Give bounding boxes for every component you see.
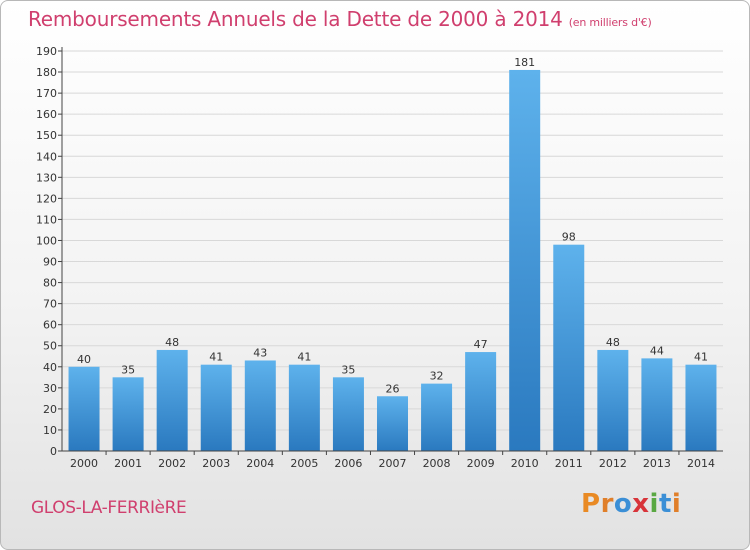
x-axis-ticks: 2000 2001 2002 2003 2004 2005 2006 2007 2008 2009… <box>70 451 715 470</box>
bar <box>112 377 144 451</box>
bar <box>156 349 188 451</box>
data-label: 41 <box>297 351 311 364</box>
x-tick-label: 2000 <box>70 457 98 470</box>
x-tick-label: 2009 <box>467 457 495 470</box>
y-tick-label: 20 <box>43 403 57 416</box>
data-label: 35 <box>121 363 135 376</box>
data-label: 35 <box>341 363 355 376</box>
bars <box>68 69 717 452</box>
logo-letter: i <box>671 489 682 519</box>
data-label: 48 <box>165 336 179 349</box>
y-tick-label: 180 <box>36 66 57 79</box>
data-label: 48 <box>606 336 620 349</box>
bar <box>244 360 276 451</box>
x-tick-label: 2012 <box>599 457 627 470</box>
x-tick-label: 2010 <box>511 457 539 470</box>
bar <box>509 69 541 452</box>
y-tick-label: 50 <box>43 340 57 353</box>
x-tick-label: 2013 <box>643 457 671 470</box>
y-tick-label: 160 <box>36 108 57 121</box>
proxiti-logo: Proxiti <box>581 489 681 519</box>
x-tick-label: 2005 <box>290 457 318 470</box>
y-tick-label: 100 <box>36 234 57 247</box>
y-tick-label: 30 <box>43 382 57 395</box>
x-tick-label: 2014 <box>687 457 715 470</box>
bar <box>465 352 497 451</box>
logo-letter: r <box>600 489 614 519</box>
data-label: 43 <box>253 346 267 359</box>
logo-letter: t <box>658 489 672 519</box>
logo-letter: P <box>581 489 601 519</box>
x-tick-label: 2001 <box>114 457 142 470</box>
x-tick-label: 2004 <box>246 457 274 470</box>
bar <box>288 364 320 451</box>
y-tick-label: 190 <box>36 45 57 58</box>
x-tick-label: 2008 <box>423 457 451 470</box>
bar <box>597 349 629 451</box>
x-tick-label: 2003 <box>202 457 230 470</box>
chart-title: Remboursements Annuels de la Dette de 20… <box>28 7 652 31</box>
bar <box>200 364 232 451</box>
y-tick-label: 150 <box>36 129 57 142</box>
y-tick-label: 70 <box>43 298 57 311</box>
bar <box>421 383 453 451</box>
x-tick-label: 2002 <box>158 457 186 470</box>
y-axis-ticks: 0 10 20 30 40 50 60 70 80 90 100 110 120 130 140 150 160… <box>36 45 62 458</box>
bar-chart: 0 10 20 30 40 50 60 70 80 90 100 110 120 130 140 150 160… <box>36 45 723 470</box>
x-tick-label: 2007 <box>379 457 407 470</box>
bar <box>377 396 408 451</box>
data-label: 26 <box>386 382 400 395</box>
y-tick-label: 140 <box>36 150 57 163</box>
bar <box>685 364 717 451</box>
y-tick-label: 10 <box>43 424 57 437</box>
data-label: 32 <box>430 370 444 383</box>
y-tick-label: 120 <box>36 192 57 205</box>
y-tick-label: 60 <box>43 319 57 332</box>
y-tick-label: 80 <box>43 277 57 290</box>
data-label: 41 <box>694 351 708 364</box>
logo-letter: x <box>632 489 650 519</box>
bar <box>68 366 100 451</box>
bar <box>553 244 585 451</box>
data-labels: 40 35 48 41 43 41 35 26 32 47 181 98 48 44 41 <box>77 56 708 395</box>
data-label: 47 <box>474 338 488 351</box>
unit-label: (en milliers d'€) <box>568 16 652 29</box>
x-tick-label: 2006 <box>334 457 362 470</box>
logo-letter: o <box>613 489 633 519</box>
data-label: 40 <box>77 353 91 366</box>
bar <box>332 377 364 451</box>
y-tick-label: 170 <box>36 87 57 100</box>
y-tick-label: 40 <box>43 361 57 374</box>
logo-letter: i <box>649 489 659 519</box>
data-label: 181 <box>514 56 535 69</box>
data-label: 98 <box>562 231 576 244</box>
bar <box>641 358 673 451</box>
data-label: 44 <box>650 344 664 357</box>
data-label: 41 <box>209 351 223 364</box>
y-tick-label: 90 <box>43 256 57 269</box>
title-text: Remboursements Annuels de la Dette de 20… <box>28 7 563 31</box>
y-tick-label: 0 <box>50 445 57 458</box>
y-tick-label: 110 <box>36 213 57 226</box>
commune-name: GLOS-LA-FERRIèRE <box>31 498 187 518</box>
axes <box>61 47 723 452</box>
x-tick-label: 2011 <box>555 457 583 470</box>
y-tick-label: 130 <box>36 171 57 184</box>
